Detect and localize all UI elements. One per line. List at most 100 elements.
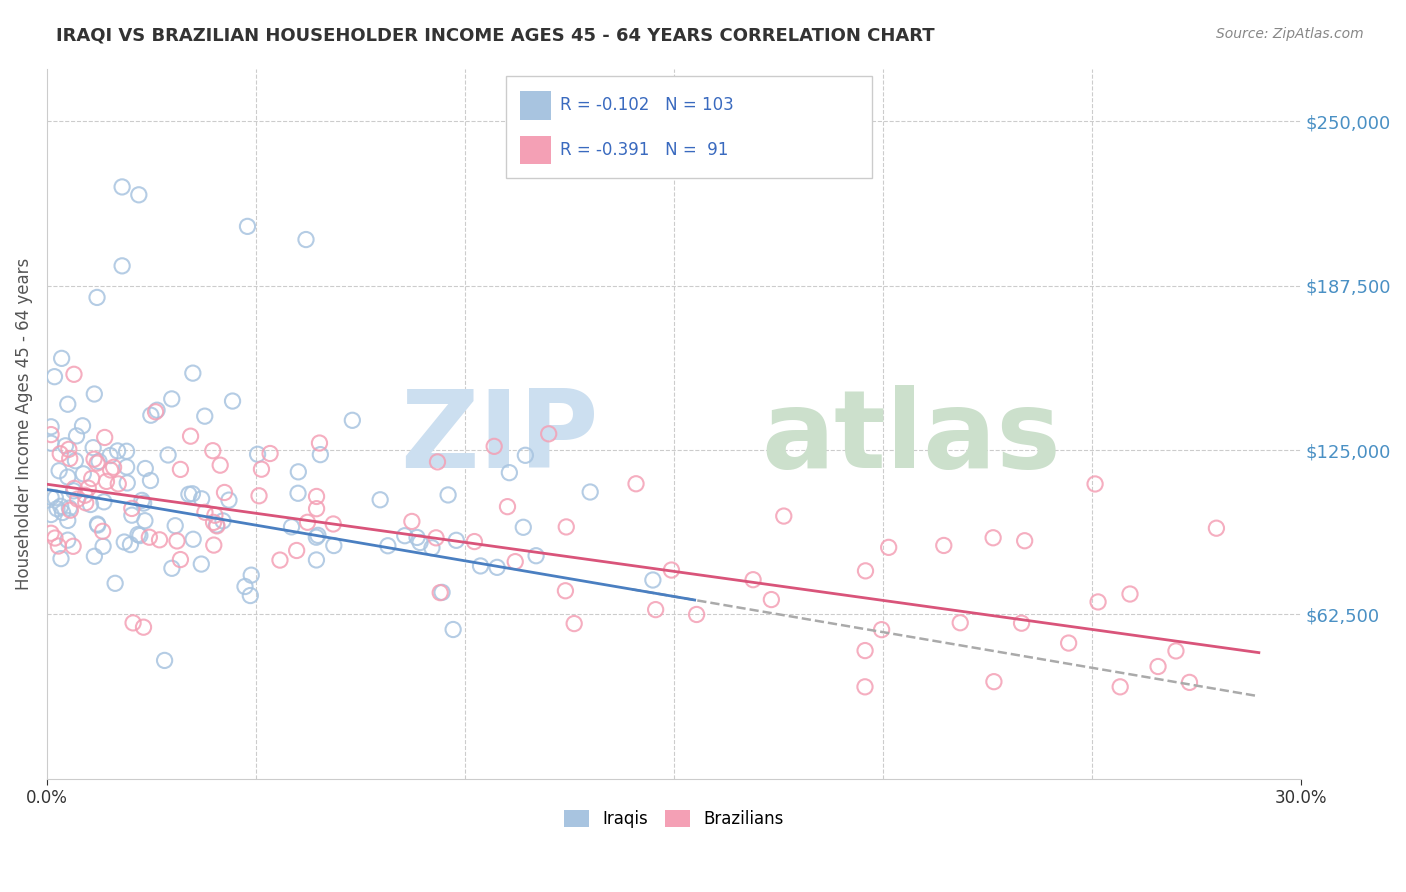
Point bbox=[73, 488, 96, 502]
Point bbox=[160, 561, 183, 575]
Point bbox=[55, 439, 77, 453]
Point bbox=[342, 413, 364, 427]
Point bbox=[855, 564, 877, 578]
Point bbox=[247, 489, 270, 503]
Point bbox=[554, 583, 576, 598]
Point bbox=[153, 653, 176, 667]
Point bbox=[127, 527, 149, 541]
Point bbox=[1119, 587, 1142, 601]
Point bbox=[853, 643, 876, 657]
Point bbox=[204, 508, 226, 523]
Point bbox=[103, 460, 125, 475]
Point bbox=[145, 405, 167, 419]
Point bbox=[1164, 644, 1187, 658]
Point bbox=[246, 447, 269, 461]
Point bbox=[406, 531, 429, 545]
Point bbox=[39, 508, 62, 522]
Point bbox=[377, 539, 399, 553]
Point bbox=[269, 553, 291, 567]
Point bbox=[62, 483, 84, 498]
Point bbox=[498, 466, 520, 480]
Point bbox=[555, 520, 578, 534]
Point bbox=[486, 560, 509, 574]
Point bbox=[1205, 521, 1227, 535]
Text: R = -0.102   N = 103: R = -0.102 N = 103 bbox=[560, 96, 734, 114]
Point bbox=[221, 394, 243, 409]
Point bbox=[307, 528, 329, 542]
Point bbox=[280, 520, 302, 534]
Point bbox=[685, 607, 707, 622]
Point bbox=[205, 518, 228, 533]
Point bbox=[429, 585, 451, 599]
Point bbox=[295, 233, 318, 247]
Point bbox=[401, 515, 423, 529]
Point bbox=[48, 464, 70, 478]
Point bbox=[115, 444, 138, 458]
Point bbox=[56, 513, 79, 527]
Point bbox=[80, 471, 103, 485]
Point bbox=[537, 426, 560, 441]
Point bbox=[870, 623, 893, 637]
Point bbox=[202, 538, 225, 552]
Point bbox=[194, 409, 217, 424]
Point bbox=[524, 549, 547, 563]
Point bbox=[132, 620, 155, 634]
Point bbox=[202, 516, 225, 530]
Point bbox=[236, 219, 259, 234]
Point bbox=[82, 441, 104, 455]
Point bbox=[39, 419, 62, 434]
Point bbox=[218, 493, 240, 508]
Point bbox=[98, 449, 121, 463]
Point bbox=[56, 397, 79, 411]
Point bbox=[463, 534, 485, 549]
Point bbox=[1057, 636, 1080, 650]
Point bbox=[877, 541, 900, 555]
Point bbox=[190, 557, 212, 571]
Point bbox=[104, 576, 127, 591]
Point bbox=[169, 552, 191, 566]
Point bbox=[134, 461, 156, 475]
Point bbox=[132, 496, 155, 510]
Point bbox=[1109, 680, 1132, 694]
Point bbox=[91, 539, 114, 553]
Point bbox=[949, 615, 972, 630]
Point bbox=[51, 351, 73, 366]
Point bbox=[44, 531, 66, 545]
Point bbox=[44, 491, 66, 505]
Point bbox=[117, 475, 139, 490]
Y-axis label: Householder Income Ages 45 - 64 years: Householder Income Ages 45 - 64 years bbox=[15, 258, 32, 590]
Point bbox=[39, 436, 62, 450]
Point bbox=[120, 538, 142, 552]
Point bbox=[146, 403, 169, 417]
Point bbox=[981, 531, 1004, 545]
Point bbox=[761, 592, 783, 607]
Point bbox=[72, 418, 94, 433]
Point bbox=[446, 533, 468, 548]
Point bbox=[1011, 616, 1033, 631]
Point bbox=[111, 259, 134, 273]
Point bbox=[644, 602, 666, 616]
Point bbox=[46, 501, 69, 516]
Point bbox=[86, 290, 108, 304]
Point bbox=[853, 680, 876, 694]
Point bbox=[49, 551, 72, 566]
Text: ZIP: ZIP bbox=[401, 385, 599, 491]
Point bbox=[426, 455, 449, 469]
Point bbox=[661, 563, 683, 577]
Point bbox=[87, 518, 110, 533]
Point bbox=[66, 491, 89, 506]
Point bbox=[420, 541, 443, 555]
Point bbox=[139, 474, 162, 488]
Point bbox=[77, 481, 100, 495]
Point bbox=[194, 505, 217, 519]
Point bbox=[932, 539, 955, 553]
Point bbox=[56, 470, 79, 484]
Point bbox=[58, 501, 80, 516]
Point bbox=[165, 518, 187, 533]
Point bbox=[297, 516, 319, 530]
Point bbox=[482, 439, 505, 453]
Point bbox=[111, 180, 134, 194]
Point bbox=[122, 615, 145, 630]
Point bbox=[86, 516, 108, 531]
Point bbox=[91, 524, 114, 539]
